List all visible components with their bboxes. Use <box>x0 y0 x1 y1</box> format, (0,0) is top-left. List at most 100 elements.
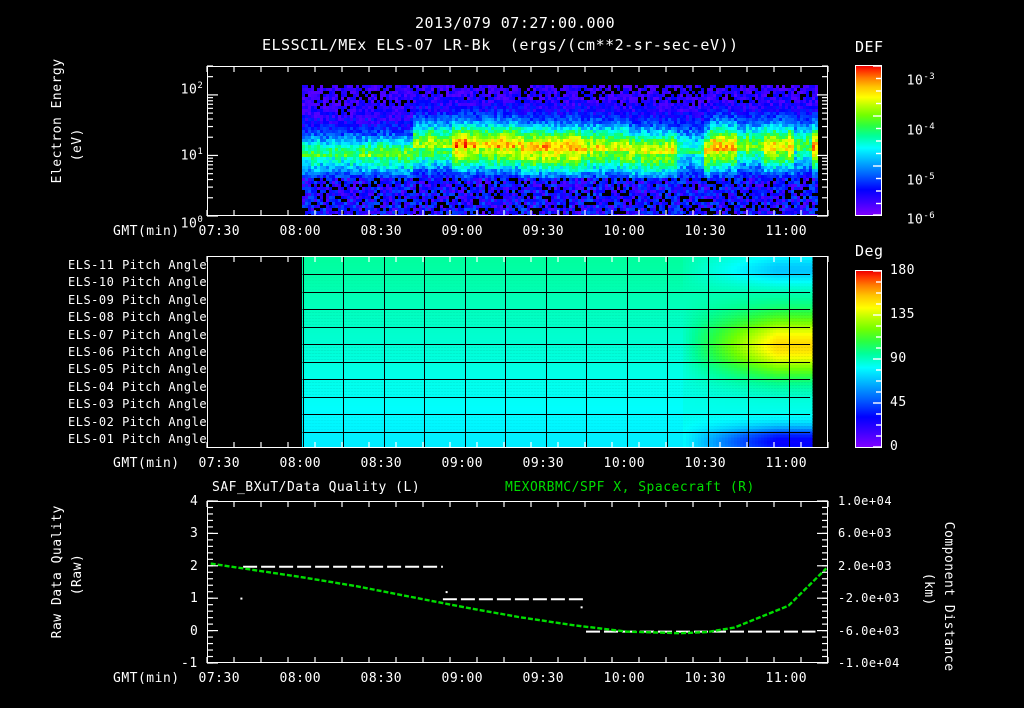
cb1-e3: -6 <box>923 211 936 221</box>
panel1-yunits: (eV) <box>58 128 85 178</box>
panel3-ytick-left: 3 <box>190 526 199 542</box>
panel1-colorbar-tick-1e-3: 10-3 <box>890 60 936 89</box>
panel1-yunits-text: (eV) <box>70 128 85 162</box>
cb1-e2: -5 <box>923 172 936 182</box>
panel3-ytick-left: 2 <box>190 558 199 574</box>
panel2-row-label: ELS-11 Pitch Angle <box>68 257 208 272</box>
panel2-row-label: ELS-02 Pitch Angle <box>68 414 208 429</box>
xtick-label: 11:00 <box>765 456 808 471</box>
xtick-label: 10:00 <box>603 456 646 471</box>
panel3-yunits-text: (Raw) <box>70 553 85 596</box>
xtick-label: 10:30 <box>684 224 727 239</box>
xtick-label: 08:00 <box>279 224 322 239</box>
panel3-title-right: MEXORBMC/SPF X, Spacecraft (R) <box>505 480 755 495</box>
panel1-ytick-10: 101 <box>164 135 204 164</box>
panel3-ytick-right: -1.0e+04 <box>838 656 900 670</box>
data-quality-point-marker <box>580 606 583 609</box>
panel2-colorbar-ticks <box>873 270 882 448</box>
panel3-ytick-left: 0 <box>190 623 199 639</box>
cb1-e0: -3 <box>923 72 936 82</box>
panel3-data-traces <box>210 562 827 635</box>
panel3-ytick-left: 1 <box>190 591 199 607</box>
panel2-colorbar-tick-90: 90 <box>890 351 907 366</box>
xtick-label: 07:30 <box>198 224 241 239</box>
panel2-row-label: ELS-04 Pitch Angle <box>68 379 208 394</box>
panel2-row-label: ELS-10 Pitch Angle <box>68 275 208 290</box>
xtick-label: 10:30 <box>684 456 727 471</box>
panel3-yunits-right-text: (km) <box>921 572 936 606</box>
panel1-ytick-1: 100 <box>164 203 204 232</box>
panel2-colorbar-tick-180: 180 <box>890 263 915 278</box>
panel2-colorbar-tick-135: 135 <box>890 307 915 322</box>
panel1-xlabel: GMT(min) <box>113 224 180 239</box>
cb1-m1: 10 <box>906 123 924 139</box>
panel2-tick-marks <box>206 256 829 448</box>
xtick-label: 09:00 <box>441 224 484 239</box>
panel1-ytick-100: 102 <box>164 69 204 98</box>
panel2-row-label: ELS-08 Pitch Angle <box>68 310 208 325</box>
xtick-label: 09:00 <box>441 456 484 471</box>
xtick-label: 11:00 <box>765 671 808 686</box>
panel2-row-label: ELS-05 Pitch Angle <box>68 362 208 377</box>
panel3-ytick-right: 1.0e+04 <box>838 494 893 508</box>
xtick-label: 08:30 <box>360 224 403 239</box>
xtick-label: 11:00 <box>765 224 808 239</box>
xtick-label: 08:30 <box>360 456 403 471</box>
panel3-ytick-right: -6.0e+03 <box>838 623 900 638</box>
xtick-label: 08:30 <box>360 671 403 686</box>
panel3-title-left: SAF_BXuT/Data Quality (L) <box>212 480 421 495</box>
panel3-ytick-right: 6.0e+03 <box>838 526 893 541</box>
panel2-row-label: ELS-09 Pitch Angle <box>68 292 208 307</box>
xtick-label: 07:30 <box>198 671 241 686</box>
data-quality-point-marker <box>445 591 448 594</box>
panel3-ytick-right: -2.0e+03 <box>838 591 900 606</box>
panel2-colorbar-title: Deg <box>855 242 884 260</box>
xtick-label: 09:30 <box>522 456 565 471</box>
panel2-row-label: ELS-01 Pitch Angle <box>68 432 208 447</box>
panel1-ytick-1-mantissa: 10 <box>180 216 198 232</box>
page-title: 2013/079 07:27:00.000 <box>415 14 616 32</box>
panel1-colorbar-title: DEF <box>855 38 884 56</box>
panel1-colorbar-tick-1e-6: 10-6 <box>890 199 936 228</box>
pitch-angle-heatmap-canvas <box>208 257 827 447</box>
panel1-ytick-100-mantissa: 10 <box>180 82 198 98</box>
panel2-colorbar-tick-45: 45 <box>890 395 907 410</box>
panel3-yunits: (Raw) <box>58 553 85 612</box>
panel3-yunits-right: (km) <box>921 556 948 606</box>
panel2-row-label: ELS-03 Pitch Angle <box>68 397 208 412</box>
panel-pitch-angle-plot <box>207 256 828 448</box>
panel1-colorbar-tick-1e-5: 10-5 <box>890 160 936 189</box>
electron-energy-spectrogram-canvas <box>208 67 827 215</box>
panel2-row-label: ELS-06 Pitch Angle <box>68 345 208 359</box>
panel3-xlabel: GMT(min) <box>113 671 180 686</box>
panel1-colorbar-tick-1e-4: 10-4 <box>890 110 936 139</box>
panel2-colorbar-tick-0: 0 <box>890 439 899 454</box>
panel3-tick-marks <box>206 500 829 664</box>
spacecraft-distance-curve <box>210 562 827 635</box>
panel1-ytick-1-exponent: 0 <box>197 215 204 225</box>
data-quality-point-marker <box>240 597 243 600</box>
cb1-m3: 10 <box>906 212 924 228</box>
cb1-e1: -4 <box>923 122 936 132</box>
panel1-ytick-10-mantissa: 10 <box>180 148 198 164</box>
panel2-row-label: ELS-07 Pitch Angle <box>68 327 208 342</box>
panel2-xlabel: GMT(min) <box>113 456 180 471</box>
cb1-m2: 10 <box>906 173 924 189</box>
panel-data-quality-plot <box>207 501 828 663</box>
xtick-label: 09:30 <box>522 671 565 686</box>
page-subtitle: ELSSCIL/MEx ELS-07 LR-Bk (ergs/(cm**2-sr… <box>262 36 739 54</box>
panel1-ytick-100-exponent: 2 <box>197 81 204 91</box>
panel1-ytick-10-exponent: 1 <box>197 147 204 157</box>
panel3-ytick-left: 4 <box>190 494 199 509</box>
panel1-colorbar-ticks <box>873 65 882 216</box>
xtick-label: 07:30 <box>198 456 241 471</box>
xtick-label: 08:00 <box>279 671 322 686</box>
xtick-label: 10:00 <box>603 224 646 239</box>
xtick-label: 10:00 <box>603 671 646 686</box>
xtick-label: 08:00 <box>279 456 322 471</box>
panel3-ytick-right: 2.0e+03 <box>838 558 893 573</box>
panel-electron-energy-plot <box>207 66 828 216</box>
panel1-tick-marks <box>206 65 829 217</box>
cb1-m0: 10 <box>906 73 924 89</box>
xtick-label: 10:30 <box>684 671 727 686</box>
